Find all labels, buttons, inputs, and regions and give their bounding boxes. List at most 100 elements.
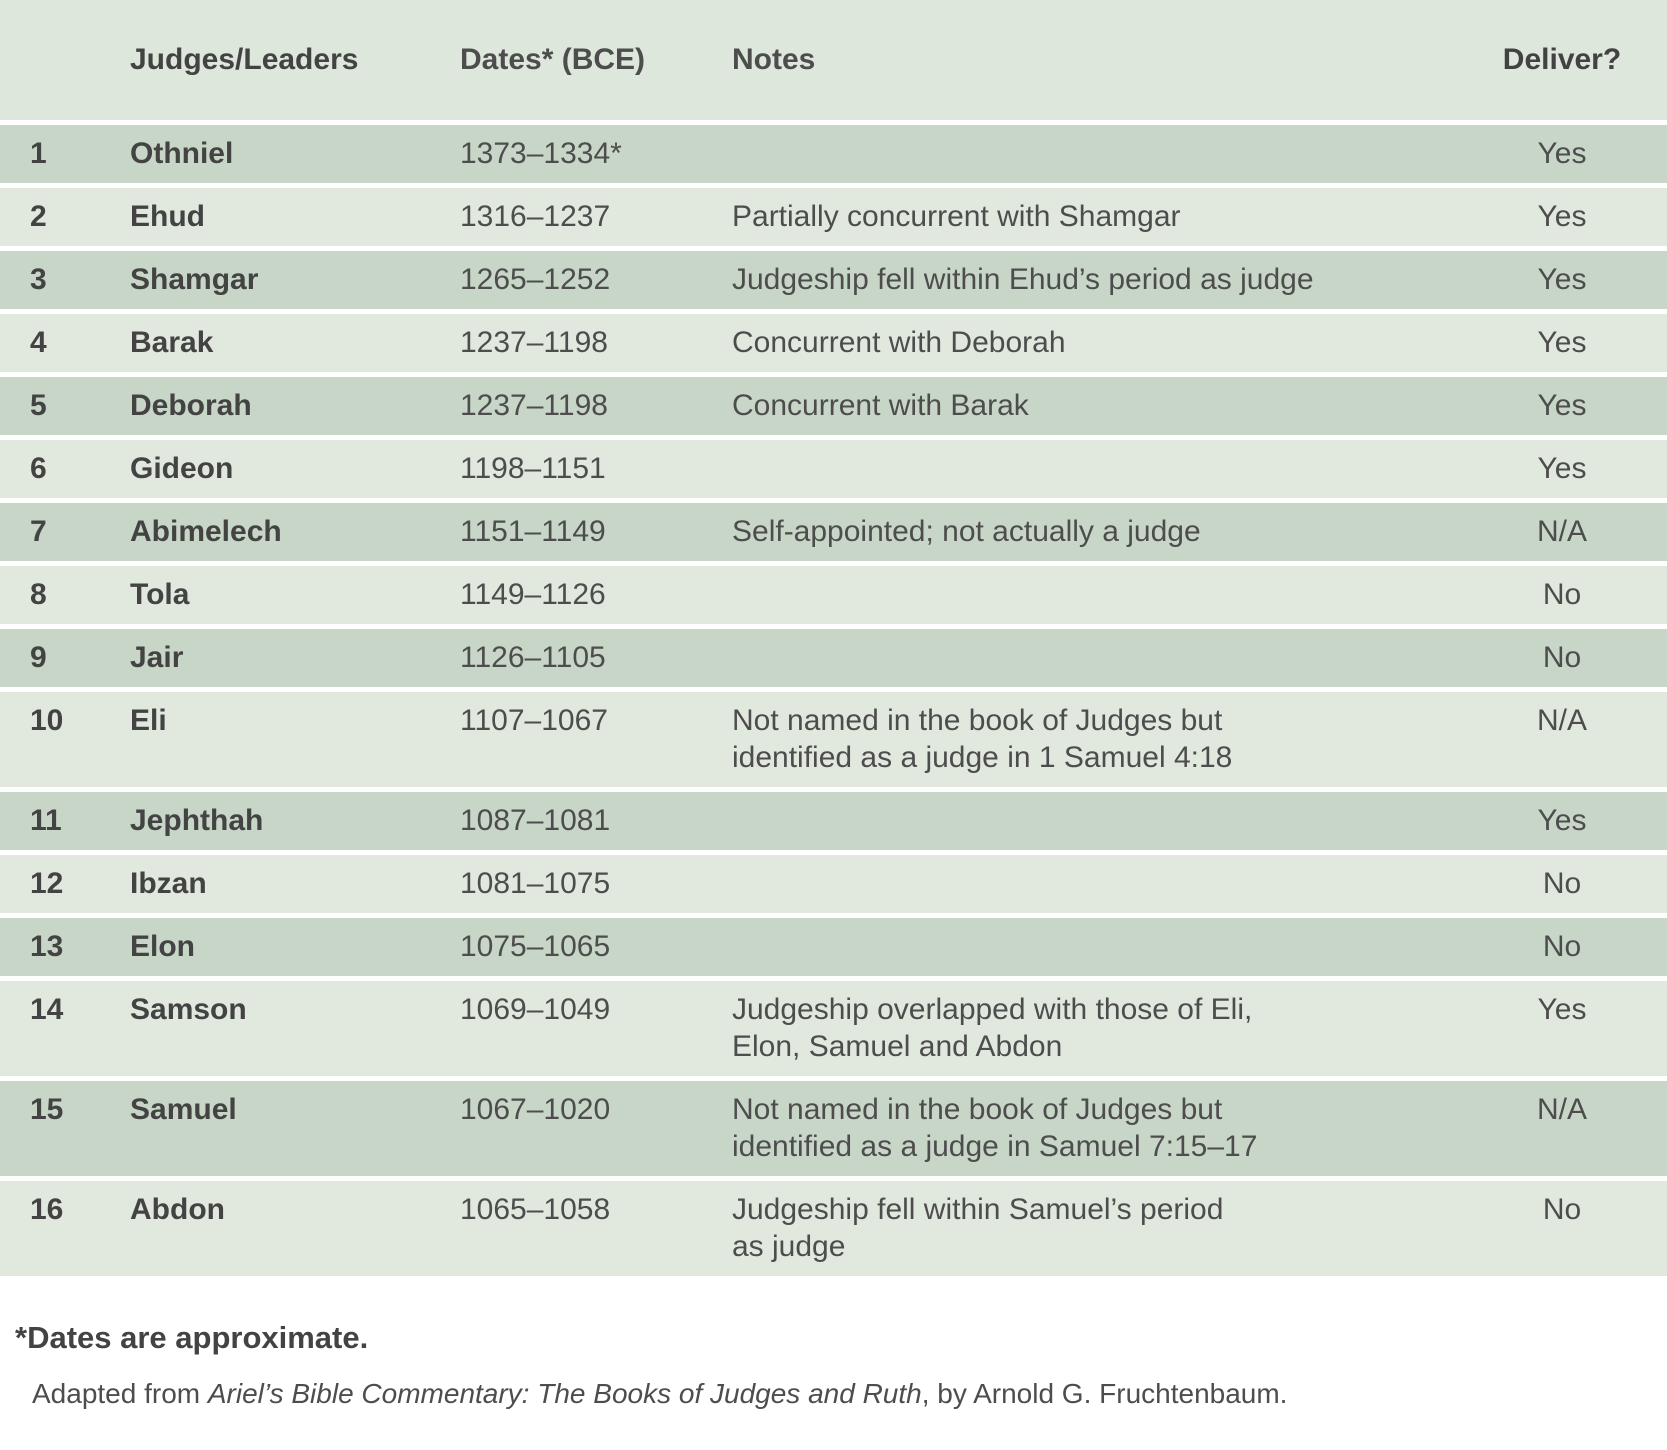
table-row: 6 Gideon 1198–1151 Yes bbox=[0, 440, 1667, 498]
dates-footnote: *Dates are approximate. bbox=[15, 1320, 369, 1355]
judge-deliver: Yes bbox=[1537, 137, 1587, 170]
judge-notes: Self-appointed; not actually a judge bbox=[732, 515, 1201, 548]
table-row: 3 Shamgar 1265–1252 Judgeship fell within E… bbox=[0, 251, 1667, 309]
judge-name: Eli bbox=[130, 704, 167, 737]
judge-notes: Not named in the book of Judges but iden… bbox=[732, 704, 1233, 774]
judge-name: Deborah bbox=[130, 389, 252, 422]
judge-notes: Concurrent with Deborah bbox=[732, 326, 1066, 359]
judge-deliver: Yes bbox=[1537, 326, 1587, 359]
column-header-deliver: Deliver? bbox=[1502, 43, 1622, 76]
judge-deliver: N/A bbox=[1536, 1093, 1587, 1126]
source-attribution: Adapted from Ariel’s Bible Commentary: T… bbox=[32, 1378, 1667, 1410]
judge-dates: 1107–1067 bbox=[460, 704, 608, 737]
judge-name: Jair bbox=[130, 641, 184, 674]
judge-number: 14 bbox=[30, 993, 64, 1026]
table-row: 9 Jair 1126–1105 No bbox=[0, 629, 1667, 687]
judge-deliver: No bbox=[1542, 641, 1582, 674]
judge-dates: 1316–1237 bbox=[460, 200, 611, 233]
table-body: 1 Othniel 1373–1334* Yes 2 Ehud 1316–1237 Parti… bbox=[0, 125, 1667, 1276]
judge-name: Abimelech bbox=[130, 515, 282, 548]
judge-notes: Judgeship fell within Samuel’s period as… bbox=[732, 1193, 1224, 1263]
judge-deliver: N/A bbox=[1536, 515, 1587, 548]
judge-name: Tola bbox=[130, 578, 190, 611]
judge-deliver: Yes bbox=[1537, 452, 1587, 485]
judge-dates: 1126–1105 bbox=[460, 641, 606, 674]
source-book-title: Ariel’s Bible Commentary: The Books of J… bbox=[207, 1378, 922, 1409]
judge-deliver: Yes bbox=[1537, 993, 1587, 1026]
table-row: 7 Abimelech 1151–1149 Self-appointed; not a… bbox=[0, 503, 1667, 561]
judge-number: 4 bbox=[30, 326, 47, 359]
judge-name: Ibzan bbox=[130, 867, 207, 900]
judge-deliver: No bbox=[1542, 867, 1582, 900]
table-row: 4 Barak 1237–1198 Concurrent with Deborah Ye… bbox=[0, 314, 1667, 372]
judge-dates: 1067–1020 bbox=[460, 1093, 611, 1126]
judge-number: 13 bbox=[30, 930, 64, 963]
table-header-row: Judges/Leaders Dates* (BCE) Notes Delive… bbox=[0, 0, 1667, 120]
judge-notes: Partially concurrent with Shamgar bbox=[732, 200, 1181, 233]
judge-number: 2 bbox=[30, 200, 47, 233]
judge-number: 11 bbox=[30, 804, 62, 837]
judge-dates: 1198–1151 bbox=[460, 452, 606, 485]
table-row: 1 Othniel 1373–1334* Yes bbox=[0, 125, 1667, 183]
table-row: 12 Ibzan 1081–1075 No bbox=[0, 855, 1667, 913]
source-prefix: Adapted from bbox=[32, 1378, 208, 1409]
judge-dates: 1149–1126 bbox=[460, 578, 606, 611]
judge-name: Samuel bbox=[130, 1093, 237, 1126]
judge-dates: 1069–1049 bbox=[460, 993, 611, 1026]
judge-deliver: Yes bbox=[1537, 263, 1587, 296]
judge-deliver: No bbox=[1542, 1193, 1582, 1226]
judge-number: 9 bbox=[30, 641, 47, 674]
judge-deliver: Yes bbox=[1537, 389, 1587, 422]
judge-dates: 1081–1075 bbox=[460, 867, 611, 900]
judge-name: Gideon bbox=[130, 452, 234, 485]
judge-deliver: Yes bbox=[1537, 200, 1587, 233]
judge-dates: 1237–1198 bbox=[460, 326, 608, 359]
judge-dates: 1087–1081 bbox=[460, 804, 611, 837]
judge-dates: 1075–1065 bbox=[460, 930, 611, 963]
judge-name: Elon bbox=[130, 930, 195, 963]
judge-name: Abdon bbox=[130, 1193, 225, 1226]
judge-number: 12 bbox=[30, 867, 64, 900]
table-row: 8 Tola 1149–1126 No bbox=[0, 566, 1667, 624]
judge-number: 6 bbox=[30, 452, 47, 485]
judge-deliver: No bbox=[1542, 578, 1582, 611]
judge-notes: Concurrent with Barak bbox=[732, 389, 1029, 422]
judge-number: 7 bbox=[30, 515, 47, 548]
judge-dates: 1373–1334* bbox=[460, 137, 622, 170]
judge-notes: Judgeship overlapped with those of Eli, … bbox=[732, 993, 1253, 1063]
table-row: 16 Abdon 1065–1058 Judgeship fell within Sa… bbox=[0, 1181, 1667, 1276]
judge-number: 5 bbox=[30, 389, 47, 422]
judge-number: 3 bbox=[30, 263, 47, 296]
column-header-notes: Notes bbox=[732, 43, 816, 76]
judge-deliver: No bbox=[1542, 930, 1582, 963]
judge-notes: Judgeship fell within Ehud’s period as j… bbox=[732, 263, 1314, 296]
judge-deliver: Yes bbox=[1537, 804, 1587, 837]
table-row: 5 Deborah 1237–1198 Concurrent with Barak Ye… bbox=[0, 377, 1667, 435]
judge-name: Othniel bbox=[130, 137, 234, 170]
table-row: 13 Elon 1075–1065 No bbox=[0, 918, 1667, 976]
judge-dates: 1065–1058 bbox=[460, 1193, 611, 1226]
source-suffix: , by Arnold G. Fruchtenbaum. bbox=[921, 1378, 1288, 1409]
judge-name: Shamgar bbox=[130, 263, 259, 296]
table-row: 11 Jephthah 1087–1081 Yes bbox=[0, 792, 1667, 850]
judge-number: 10 bbox=[30, 704, 64, 737]
column-header-dates: Dates* (BCE) bbox=[460, 43, 646, 76]
table-row: 2 Ehud 1316–1237 Partially concurrent with … bbox=[0, 188, 1667, 246]
judge-name: Samson bbox=[130, 993, 247, 1026]
judge-number: 8 bbox=[30, 578, 47, 611]
column-header-judges-leaders: Judges/Leaders bbox=[130, 43, 359, 76]
table-row: 10 Eli 1107–1067 Not named in the book of J… bbox=[0, 692, 1667, 787]
judge-dates: 1151–1149 bbox=[460, 515, 606, 548]
judge-number: 1 bbox=[30, 137, 47, 170]
table-row: 14 Samson 1069–1049 Judgeship overlapped wi… bbox=[0, 981, 1667, 1076]
judge-dates: 1237–1198 bbox=[460, 389, 608, 422]
judge-dates: 1265–1252 bbox=[460, 263, 611, 296]
judge-name: Barak bbox=[130, 326, 214, 359]
judge-name: Jephthah bbox=[130, 804, 264, 837]
judge-number: 15 bbox=[30, 1093, 64, 1126]
table-row: 15 Samuel 1067–1020 Not named in the book o… bbox=[0, 1081, 1667, 1176]
judge-number: 16 bbox=[30, 1193, 64, 1226]
judge-name: Ehud bbox=[130, 200, 205, 233]
judge-deliver: N/A bbox=[1536, 704, 1587, 737]
